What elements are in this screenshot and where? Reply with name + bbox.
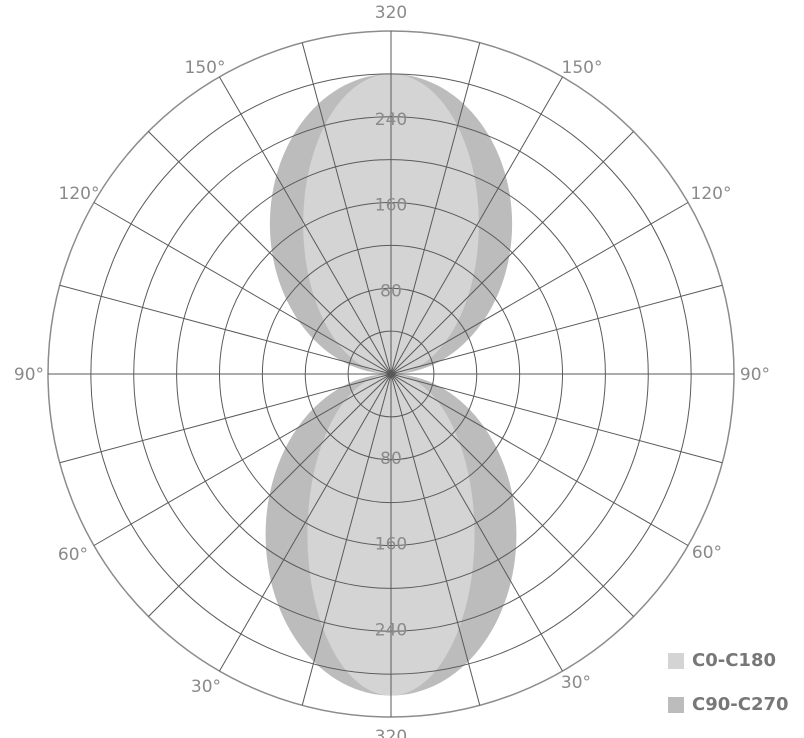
angle-label-60-right: 60° <box>692 543 722 563</box>
legend-item-c0-c180: C0-C180 <box>668 650 776 671</box>
r-label-bottom-240: 240 <box>375 620 407 640</box>
grid-spoke <box>301 42 481 706</box>
grid-layer <box>47 30 735 718</box>
legend-label-c90-c270: C90-C270 <box>692 694 789 715</box>
angle-label-60-left: 60° <box>58 545 88 565</box>
r-label-top-320: 320 <box>375 3 407 23</box>
angle-label-120-right: 120° <box>691 184 732 204</box>
legend-label-c0-c180: C0-C180 <box>692 650 776 671</box>
angle-label-150-left: 150° <box>185 58 226 78</box>
r-label-top-80: 80 <box>380 281 402 301</box>
r-label-bottom-320: 320 <box>375 727 407 738</box>
r-label-bottom-80: 80 <box>380 449 402 469</box>
r-label-bottom-160: 160 <box>375 535 407 555</box>
angle-label-30-left: 30° <box>191 677 221 697</box>
angle-label-30-right: 30° <box>561 673 591 693</box>
r-label-top-240: 240 <box>375 110 407 130</box>
angle-label-90-left: 90° <box>14 365 44 385</box>
legend-swatch-c90-c270 <box>668 696 684 713</box>
angle-label-120-left: 120° <box>59 184 100 204</box>
legend-item-c90-c270: C90-C270 <box>668 694 789 715</box>
angle-label-90-right: 90° <box>740 365 770 385</box>
r-label-top-160: 160 <box>375 196 407 216</box>
legend-swatch-c0-c180 <box>668 652 684 669</box>
labels-layer: 80 80 160 160 240 240 320 320 90° 90° 120° 120° 150°… <box>14 3 770 738</box>
angle-label-150-right: 150° <box>562 58 603 78</box>
